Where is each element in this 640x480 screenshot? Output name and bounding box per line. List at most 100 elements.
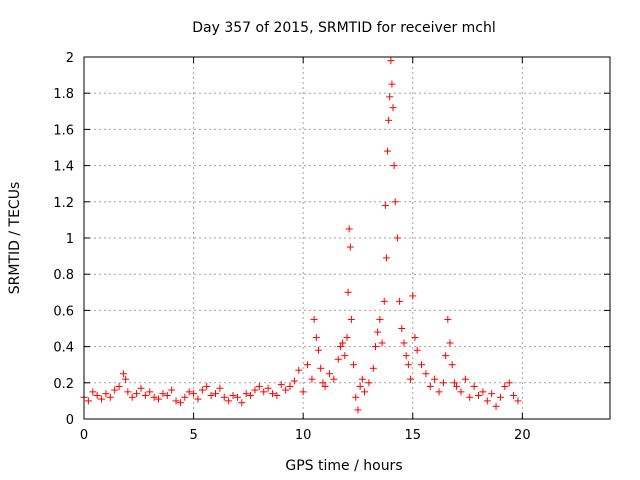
data-point <box>418 361 426 369</box>
data-point <box>251 386 259 394</box>
data-point <box>505 379 513 387</box>
data-point <box>385 116 393 124</box>
data-point <box>299 388 307 396</box>
data-point <box>304 361 312 369</box>
data-point <box>492 402 500 410</box>
y-axis-title: SRMTID / TECUs <box>7 182 23 295</box>
data-point <box>339 339 347 347</box>
x-tick-label: 10 <box>295 428 312 443</box>
data-point <box>238 399 246 407</box>
data-point <box>273 391 281 399</box>
chart-title: Day 357 of 2015, SRMTID for receiver mch… <box>192 20 496 36</box>
data-point <box>391 198 399 206</box>
data-point <box>159 390 167 398</box>
data-point <box>106 393 114 401</box>
data-point <box>396 297 404 305</box>
data-point <box>404 361 412 369</box>
data-point <box>369 364 377 372</box>
data-point <box>264 384 272 392</box>
data-point <box>387 57 395 65</box>
y-tick-label: 1.2 <box>53 196 74 211</box>
data-point <box>282 386 290 394</box>
data-point <box>346 243 354 251</box>
data-point <box>321 382 329 390</box>
data-point <box>319 379 327 387</box>
y-tick-label: 0.2 <box>53 377 74 392</box>
data-point <box>376 315 384 323</box>
data-point <box>168 386 176 394</box>
data-point <box>198 386 206 394</box>
y-tick-label: 0 <box>66 413 74 428</box>
data-point <box>325 370 333 378</box>
data-point <box>470 382 478 390</box>
data-point <box>312 334 320 342</box>
data-point <box>450 379 458 387</box>
data-point <box>488 390 496 398</box>
data-point <box>446 339 454 347</box>
data-point <box>409 292 417 300</box>
y-tick-label: 1.6 <box>53 123 74 138</box>
data-point <box>422 370 430 378</box>
data-point <box>345 225 353 233</box>
data-point <box>317 364 325 372</box>
data-point <box>141 391 149 399</box>
data-point <box>308 375 316 383</box>
data-point <box>290 377 298 385</box>
y-tick-label: 1.4 <box>53 160 74 175</box>
y-tick-label: 0.8 <box>53 268 74 283</box>
data-point <box>315 346 323 354</box>
data-point <box>400 339 408 347</box>
data-point <box>207 391 215 399</box>
data-point <box>389 104 397 112</box>
axis-ticks: 0 5 10 15 20 0 0.2 0.4 0.6 0.8 1 1.2 1.4 1.6 1.8 2 <box>53 51 610 443</box>
data-point <box>479 388 487 396</box>
data-point <box>122 375 130 383</box>
data-point <box>268 390 276 398</box>
data-point <box>98 395 106 403</box>
data-point <box>194 395 202 403</box>
data-point <box>350 361 358 369</box>
x-tick-label: 15 <box>404 428 421 443</box>
data-point <box>115 382 123 390</box>
data-point <box>444 315 452 323</box>
y-tick-label: 2 <box>66 51 74 66</box>
data-point <box>382 254 390 262</box>
data-point <box>475 391 482 399</box>
data-point <box>461 375 469 383</box>
data-point <box>150 393 158 401</box>
data-point <box>172 397 180 405</box>
y-tick-label: 1.8 <box>53 87 74 102</box>
data-point <box>330 375 338 383</box>
data-point <box>347 315 355 323</box>
x-tick-label: 0 <box>80 428 88 443</box>
data-point <box>361 388 369 396</box>
data-point <box>439 379 447 387</box>
data-point <box>89 388 97 396</box>
data-point <box>220 393 228 401</box>
data-point <box>402 352 410 360</box>
data-point <box>124 388 132 396</box>
data-point <box>380 297 388 305</box>
data-point <box>510 391 518 399</box>
data-point <box>411 334 419 342</box>
data-point <box>365 379 373 387</box>
data-point <box>381 201 389 209</box>
data-point <box>111 386 119 394</box>
y-tick-label: 0.6 <box>53 304 74 319</box>
data-point <box>155 395 163 403</box>
x-tick-label: 20 <box>514 428 531 443</box>
data-point <box>260 388 268 396</box>
data-point <box>242 390 250 398</box>
data-point <box>119 370 127 378</box>
data-point <box>233 393 241 401</box>
data-point <box>203 382 211 390</box>
data-point <box>102 390 110 398</box>
plot-frame <box>83 56 611 420</box>
data-point <box>277 381 285 389</box>
data-point <box>386 93 394 101</box>
data-point <box>133 390 141 398</box>
data-point <box>356 382 364 390</box>
data-point <box>453 382 461 390</box>
data-point <box>358 375 366 383</box>
